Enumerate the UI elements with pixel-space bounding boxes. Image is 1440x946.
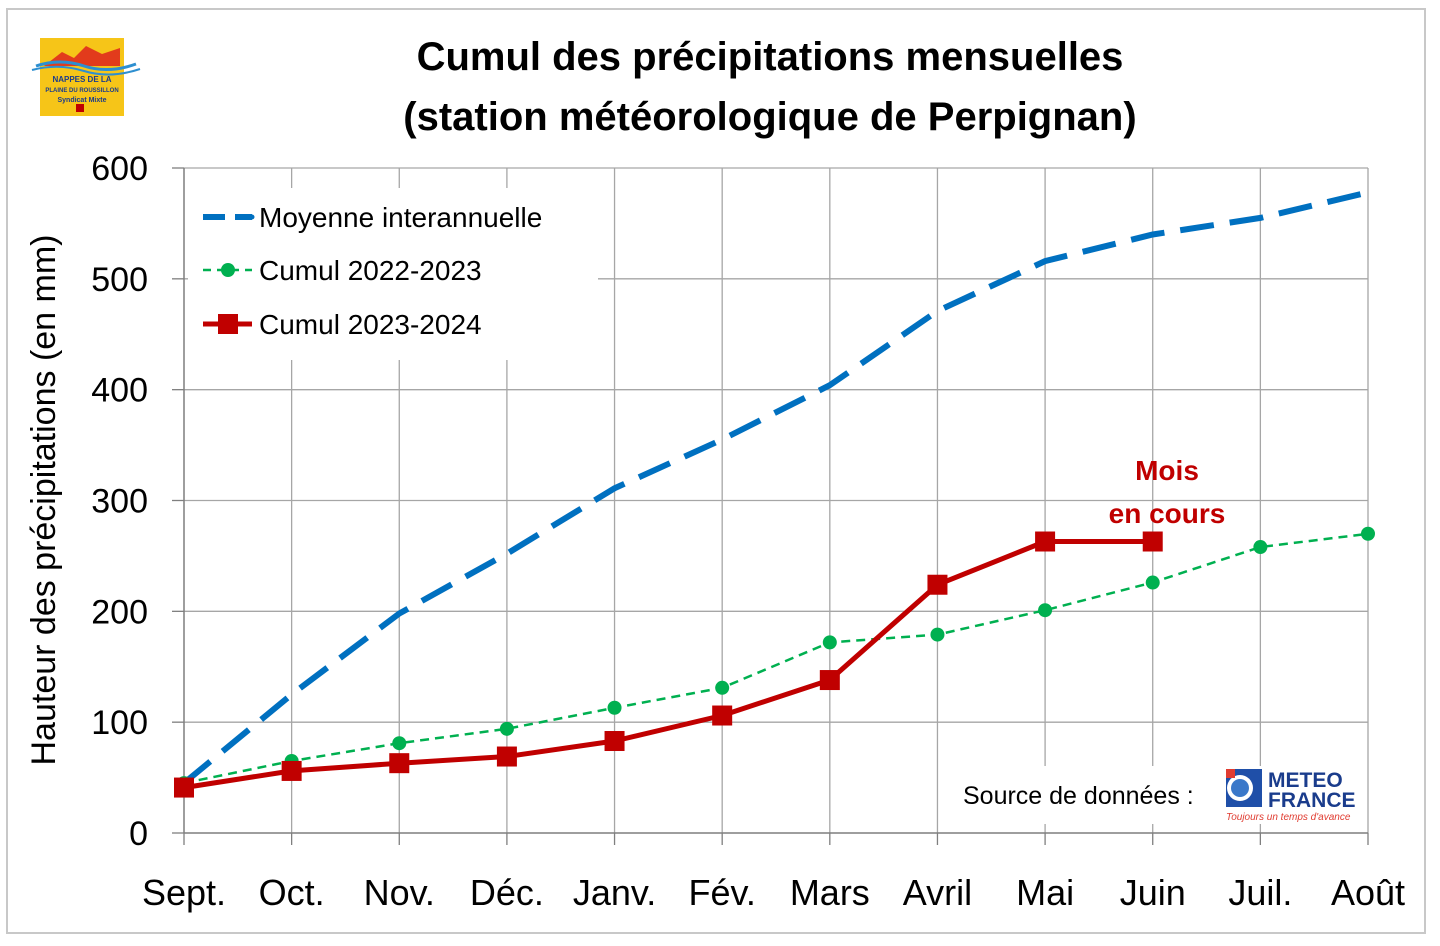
point-2023-2024 [1035, 531, 1056, 552]
meteo-logo-line2: FRANCE [1268, 789, 1356, 812]
point-2023-2024 [389, 753, 410, 774]
point-2022-2023 [1361, 526, 1375, 541]
point-2023-2024 [712, 705, 733, 726]
y-tick-label: 200 [91, 593, 148, 631]
x-tick-label: Juil. [1228, 872, 1292, 913]
series-line-2022-2023 [183, 532, 1369, 785]
logo-line3: Syndicat Mixte [57, 97, 106, 104]
logo-line1: NAPPES DE LA [52, 75, 111, 84]
point-2022-2023 [715, 680, 730, 695]
x-tick-label: Oct. [259, 872, 325, 913]
y-tick-label: 600 [91, 150, 148, 188]
y-axis-label: Hauteur des précipitations (en mm) [25, 234, 63, 765]
x-tick-label: Avril [903, 872, 972, 913]
point-2022-2023 [607, 700, 622, 715]
point-2022-2023 [930, 627, 945, 642]
legend-label-2023-2024: Cumul 2023-2024 [259, 309, 482, 340]
x-tick-label: Mars [790, 872, 870, 913]
annotation-line2: en cours [1109, 498, 1226, 529]
meteo-france-logo: METEO FRANCE Toujours un temps d'avance [1226, 769, 1356, 823]
annotation-line1: Mois [1135, 455, 1199, 486]
point-2022-2023 [1038, 603, 1053, 618]
legend-item-2023-2024: Cumul 2023-2024 [203, 309, 482, 340]
legend-item-moyenne: Moyenne interannuelle [203, 202, 542, 233]
logo-line2: PLAINE DU ROUSSILLON [45, 88, 118, 94]
y-tick-label: 0 [129, 815, 148, 853]
x-tick-label: Déc. [470, 872, 544, 913]
point-2022-2023 [499, 721, 514, 736]
point-2023-2024 [174, 777, 194, 798]
x-tick-label: Août [1331, 872, 1405, 913]
point-2022-2023 [822, 635, 837, 650]
meteo-logo-line1: METEO [1268, 769, 1343, 792]
legend-label-2022-2023: Cumul 2022-2023 [259, 255, 482, 286]
legend-label-moyenne: Moyenne interannuelle [259, 202, 542, 233]
point-2022-2023 [392, 736, 407, 751]
point-2022-2023 [1253, 540, 1268, 555]
point-2023-2024 [927, 574, 948, 595]
point-2023-2024 [496, 746, 517, 767]
y-tick-label: 400 [91, 372, 148, 410]
x-tick-label: Fév. [689, 872, 756, 913]
series-line-moyenne [182, 189, 1369, 786]
legend-item-2022-2023: Cumul 2022-2023 [203, 255, 482, 286]
chart-title-line1: Cumul des précipitations mensuelles [417, 35, 1124, 79]
x-tick-label: Sept. [142, 872, 226, 913]
series-line-2023-2024 [183, 539, 1153, 791]
legend: Moyenne interannuelle Cumul 2022-2023 Cu… [188, 188, 598, 360]
x-tick-label: Nov. [364, 872, 435, 913]
x-tick-label: Mai [1016, 872, 1074, 913]
point-2023-2024 [281, 760, 302, 781]
y-tick-label: 300 [91, 483, 148, 521]
series-layer [174, 189, 1375, 798]
y-tick-label: 500 [91, 261, 148, 299]
point-2023-2024 [1142, 531, 1163, 552]
x-tick-label: Janv. [573, 872, 656, 913]
source-label: Source de données : [963, 782, 1194, 810]
point-2022-2023 [1145, 575, 1160, 590]
nappes-logo: NAPPES DE LA PLAINE DU ROUSSILLON Syndic… [31, 38, 141, 116]
axes: 0 100 200 300 400 500 600 Sept. Oct. Nov. Déc. Janv… [91, 150, 1405, 913]
y-tick-label: 100 [91, 704, 148, 742]
chart-title-line2: (station météorologique de Perpignan) [403, 95, 1136, 139]
source-attribution: Source de données : METEO FRANCE Toujour… [958, 766, 1362, 824]
point-2023-2024 [819, 670, 840, 691]
x-tick-label: Juin [1120, 872, 1186, 913]
point-2023-2024 [604, 731, 625, 752]
meteo-logo-tagline: Toujours un temps d'avance [1226, 812, 1351, 823]
